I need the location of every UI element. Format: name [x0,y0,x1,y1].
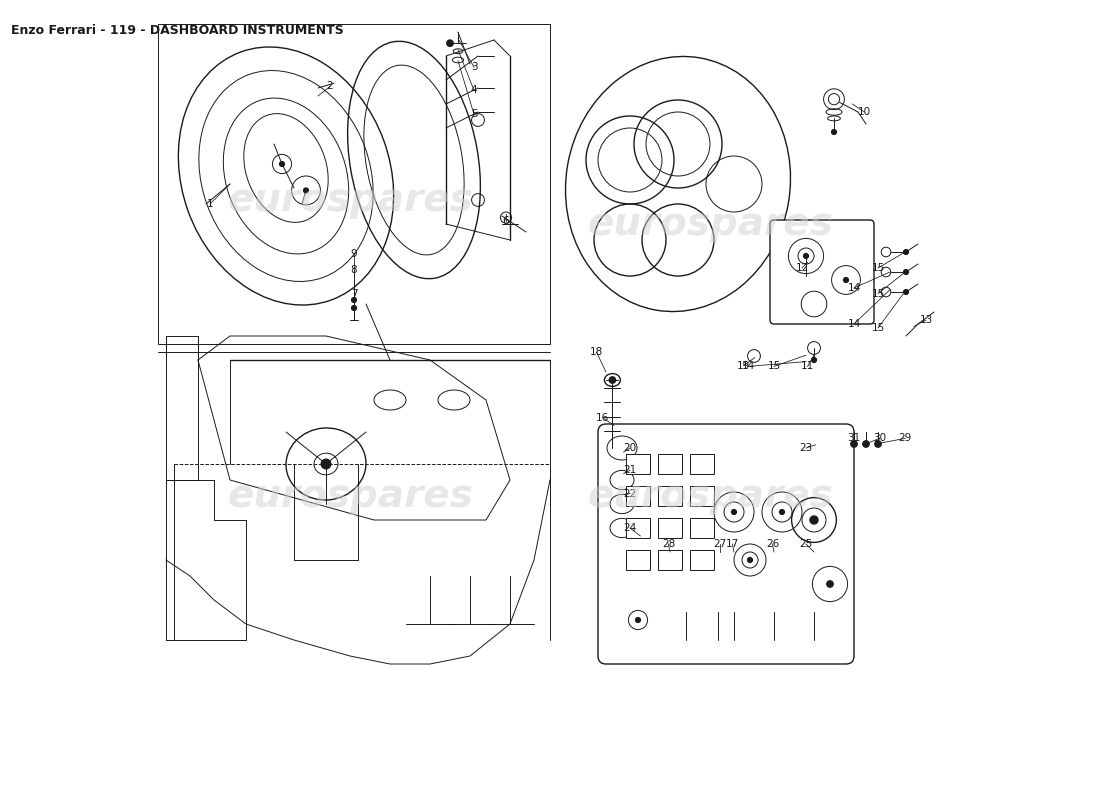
Text: 26: 26 [766,539,779,549]
Circle shape [874,441,881,447]
Text: eurospares: eurospares [227,181,473,219]
Text: 21: 21 [624,466,637,475]
Bar [626,486,650,506]
Text: 14: 14 [847,283,860,293]
Text: 20: 20 [624,443,637,453]
Bar [690,486,714,506]
Text: 15: 15 [768,362,781,371]
Circle shape [862,441,869,447]
Circle shape [352,298,356,302]
Text: 14: 14 [741,362,755,371]
Circle shape [844,278,848,282]
Text: 15: 15 [871,263,884,273]
Circle shape [352,306,356,310]
Text: eurospares: eurospares [587,205,833,243]
Text: 15: 15 [871,289,884,298]
Bar [626,550,650,570]
Text: 17: 17 [726,539,739,549]
Text: 24: 24 [624,523,637,533]
Circle shape [827,581,833,587]
Text: 22: 22 [624,489,637,498]
Bar [658,550,682,570]
Bar [690,454,714,474]
Text: eurospares: eurospares [587,477,833,515]
Bar [626,518,650,538]
Circle shape [609,377,616,383]
Text: 29: 29 [899,434,912,443]
Bar [626,454,650,474]
Text: 6: 6 [503,216,509,226]
Text: 30: 30 [873,434,887,443]
Text: 2: 2 [327,82,333,91]
Circle shape [804,254,808,258]
Text: eurospares: eurospares [227,477,473,515]
Bar [158,24,550,344]
Text: 15: 15 [871,323,884,333]
Text: 7: 7 [351,289,358,298]
Text: 8: 8 [351,265,358,274]
Text: 23: 23 [800,443,813,453]
Text: 13: 13 [920,315,933,325]
Circle shape [903,290,909,294]
FancyBboxPatch shape [770,220,875,324]
Text: 25: 25 [800,539,813,549]
Circle shape [780,510,784,514]
Circle shape [279,162,285,166]
Text: 18: 18 [590,347,603,357]
Text: 9: 9 [351,249,358,258]
Text: 27: 27 [713,539,726,549]
Text: 16: 16 [596,413,609,422]
Bar [658,518,682,538]
Circle shape [321,459,331,469]
Circle shape [447,40,453,46]
Bar [658,486,682,506]
Text: Enzo Ferrari - 119 - DASHBOARD INSTRUMENTS: Enzo Ferrari - 119 - DASHBOARD INSTRUMEN… [11,24,343,37]
Text: 31: 31 [847,434,860,443]
Circle shape [903,270,909,274]
Text: 12: 12 [795,263,808,273]
Text: 11: 11 [801,362,814,371]
Circle shape [304,188,308,193]
Text: 19: 19 [737,361,750,370]
Text: 3: 3 [471,62,477,72]
Circle shape [732,510,736,514]
Text: 28: 28 [662,539,675,549]
Circle shape [748,558,752,562]
Circle shape [636,618,640,622]
Text: 5: 5 [471,110,477,119]
Bar [690,550,714,570]
Text: 4: 4 [471,86,477,95]
Circle shape [832,130,836,134]
Circle shape [812,358,816,362]
Circle shape [850,441,857,447]
Circle shape [903,250,909,254]
Text: 10: 10 [858,107,871,117]
Circle shape [810,516,818,524]
Bar [658,454,682,474]
FancyBboxPatch shape [598,424,854,664]
Text: 1: 1 [207,199,213,209]
Bar [690,518,714,538]
Text: 14: 14 [847,319,860,329]
